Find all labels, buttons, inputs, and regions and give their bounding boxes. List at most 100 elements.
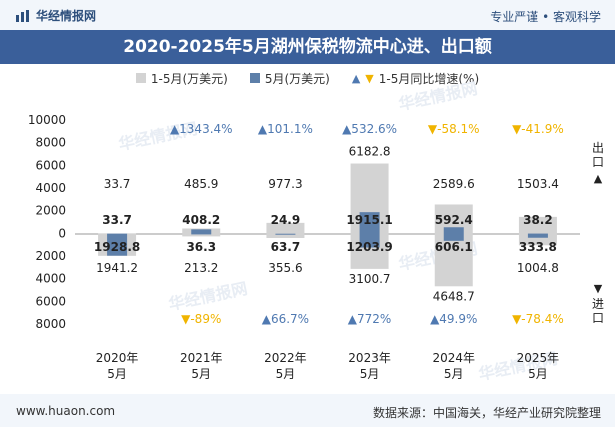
label-import-growth: ▲772% bbox=[348, 312, 392, 326]
bar-export-month bbox=[191, 229, 212, 234]
y-tick-label: 10000 bbox=[28, 113, 66, 127]
legend-label-growth: 1-5月同比增速(%) bbox=[378, 71, 480, 86]
x-tick-label: 2024年 bbox=[432, 351, 475, 365]
x-tick-label: 2022年 bbox=[264, 351, 307, 365]
brand: 华经情报网 bbox=[16, 7, 96, 24]
legend-label-ytd: 1-5月(万美元) bbox=[150, 71, 228, 86]
label-export-month: 592.4 bbox=[435, 213, 473, 227]
chart-plot: 华经情报网华经情报网华经情报网华经情报网华经情报网100008000600040… bbox=[28, 79, 604, 384]
bar-export-month bbox=[359, 212, 380, 234]
title-bar: 2020-2025年5月湖州保税物流中心进、出口额 bbox=[0, 30, 615, 64]
bar-export-month bbox=[443, 227, 464, 234]
label-import-growth: ▼-89% bbox=[181, 312, 221, 326]
x-tick-label: 2023年 bbox=[348, 351, 391, 365]
label-import-growth: ▲49.9% bbox=[430, 312, 477, 326]
label-export-month: 408.2 bbox=[182, 213, 220, 227]
bar-import-ytd bbox=[266, 234, 305, 239]
bar-import-month bbox=[527, 234, 548, 238]
chart-title: 2020-2025年5月湖州保税物流中心进、出口额 bbox=[123, 37, 492, 57]
y-tick-label: 6000 bbox=[35, 158, 66, 172]
label-export-growth: ▲101.1% bbox=[258, 122, 313, 136]
watermark-1: 华经情报网 bbox=[397, 79, 479, 114]
y-tick-label: 4000 bbox=[35, 272, 66, 286]
label-import-ytd: 1004.8 bbox=[517, 261, 559, 275]
import-arrow-icon: ▼ bbox=[594, 282, 603, 295]
bar-import-ytd bbox=[434, 234, 473, 287]
label-import-month: 333.8 bbox=[519, 240, 557, 254]
bar-import-ytd bbox=[182, 234, 221, 237]
x-tick-label: 5月 bbox=[191, 367, 211, 381]
legend-item-month: 5月(万美元) bbox=[249, 70, 330, 87]
bar-import-month bbox=[275, 234, 296, 235]
label-export-growth: ▲532.6% bbox=[342, 122, 397, 136]
legend: 1-5月(万美元) 5月(万美元) ▲ ▼ 1-5月同比增速(%) bbox=[0, 66, 615, 90]
export-arrow-icon: ▲ bbox=[594, 172, 603, 185]
label-import-month: 63.7 bbox=[271, 240, 301, 254]
label-import-ytd: 4648.7 bbox=[433, 289, 475, 303]
label-import-ytd: 213.2 bbox=[184, 261, 218, 275]
y-tick-label: 2000 bbox=[35, 204, 66, 218]
label-export-ytd: 1503.4 bbox=[517, 177, 559, 191]
legend-swatch-month bbox=[249, 73, 260, 83]
label-import-ytd: 1941.2 bbox=[96, 261, 138, 275]
brand-name: 华经情报网 bbox=[36, 9, 97, 23]
x-tick-label: 5月 bbox=[360, 367, 380, 381]
x-tick-label: 2021年 bbox=[180, 351, 223, 365]
label-export-growth: ▼-58.1% bbox=[428, 122, 480, 136]
bar-export-ytd bbox=[266, 222, 305, 234]
watermark-2: 华经情报网 bbox=[167, 279, 249, 314]
label-import-growth: ▼-78.4% bbox=[512, 312, 564, 326]
x-tick-label: 5月 bbox=[276, 367, 296, 381]
bar-logo-icon bbox=[16, 9, 29, 22]
y-tick-label: 8000 bbox=[35, 136, 66, 150]
x-tick-label: 2020年 bbox=[96, 351, 139, 365]
bar-import-month bbox=[359, 234, 380, 248]
slogan: 专业严谨 • 客观科学 bbox=[490, 10, 601, 24]
label-export-growth: ▲1343.4% bbox=[170, 122, 233, 136]
y-tick-label: 4000 bbox=[35, 181, 66, 195]
label-import-growth: ▲66.7% bbox=[262, 312, 309, 326]
label-export-ytd: 33.7 bbox=[104, 177, 131, 191]
label-export-month: 38.2 bbox=[523, 213, 553, 227]
legend-label-month: 5月(万美元) bbox=[264, 71, 330, 86]
x-tick-label: 2025年 bbox=[517, 351, 560, 365]
triangle-up-icon: ▲ bbox=[351, 71, 361, 85]
legend-swatch-ytd bbox=[135, 73, 146, 83]
top-bar: 华经情报网 专业严谨 • 客观科学 bbox=[0, 0, 615, 30]
label-export-month: 1915.1 bbox=[346, 213, 392, 227]
triangle-down-icon: ▼ bbox=[365, 71, 374, 85]
label-export-growth: ▼-41.9% bbox=[512, 122, 564, 136]
label-export-ytd: 2589.6 bbox=[433, 177, 475, 191]
bar-import-month bbox=[107, 234, 128, 256]
bar-import-month bbox=[443, 234, 464, 241]
label-import-ytd: 355.6 bbox=[268, 261, 302, 275]
side-label-import: 进 bbox=[592, 297, 604, 311]
label-export-ytd: 485.9 bbox=[184, 177, 218, 191]
label-export-ytd: 6182.8 bbox=[349, 145, 391, 159]
label-import-month: 1928.8 bbox=[94, 240, 140, 254]
footer: www.huaon.com 数据来源：中国海关，华经产业研究院整理 bbox=[0, 394, 615, 427]
side-label-export: 出 bbox=[592, 141, 604, 155]
footer-source: 数据来源：中国海关，华经产业研究院整理 bbox=[372, 406, 601, 420]
x-tick-label: 5月 bbox=[528, 367, 548, 381]
bar-import-ytd bbox=[518, 234, 557, 246]
legend-item-ytd: 1-5月(万美元) bbox=[135, 70, 228, 87]
label-import-month: 36.3 bbox=[186, 240, 216, 254]
bar-export-ytd bbox=[518, 216, 557, 234]
y-tick-label: 2000 bbox=[35, 249, 66, 263]
label-export-month: 33.7 bbox=[102, 213, 132, 227]
y-tick-label: 0 bbox=[58, 226, 66, 240]
y-tick-label: 8000 bbox=[35, 317, 66, 331]
footer-site: www.huaon.com bbox=[16, 404, 116, 418]
x-tick-label: 5月 bbox=[444, 367, 464, 381]
label-import-month: 1203.9 bbox=[346, 240, 392, 254]
y-tick-label: 6000 bbox=[35, 294, 66, 308]
label-export-month: 24.9 bbox=[271, 213, 301, 227]
side-label-export: 口 bbox=[592, 155, 604, 169]
label-export-ytd: 977.3 bbox=[268, 177, 302, 191]
label-import-ytd: 3100.7 bbox=[349, 272, 391, 286]
label-import-month: 606.1 bbox=[435, 240, 473, 254]
side-label-import: 口 bbox=[592, 311, 604, 325]
legend-item-growth: ▲ ▼ 1-5月同比增速(%) bbox=[352, 70, 479, 87]
x-tick-label: 5月 bbox=[107, 367, 127, 381]
